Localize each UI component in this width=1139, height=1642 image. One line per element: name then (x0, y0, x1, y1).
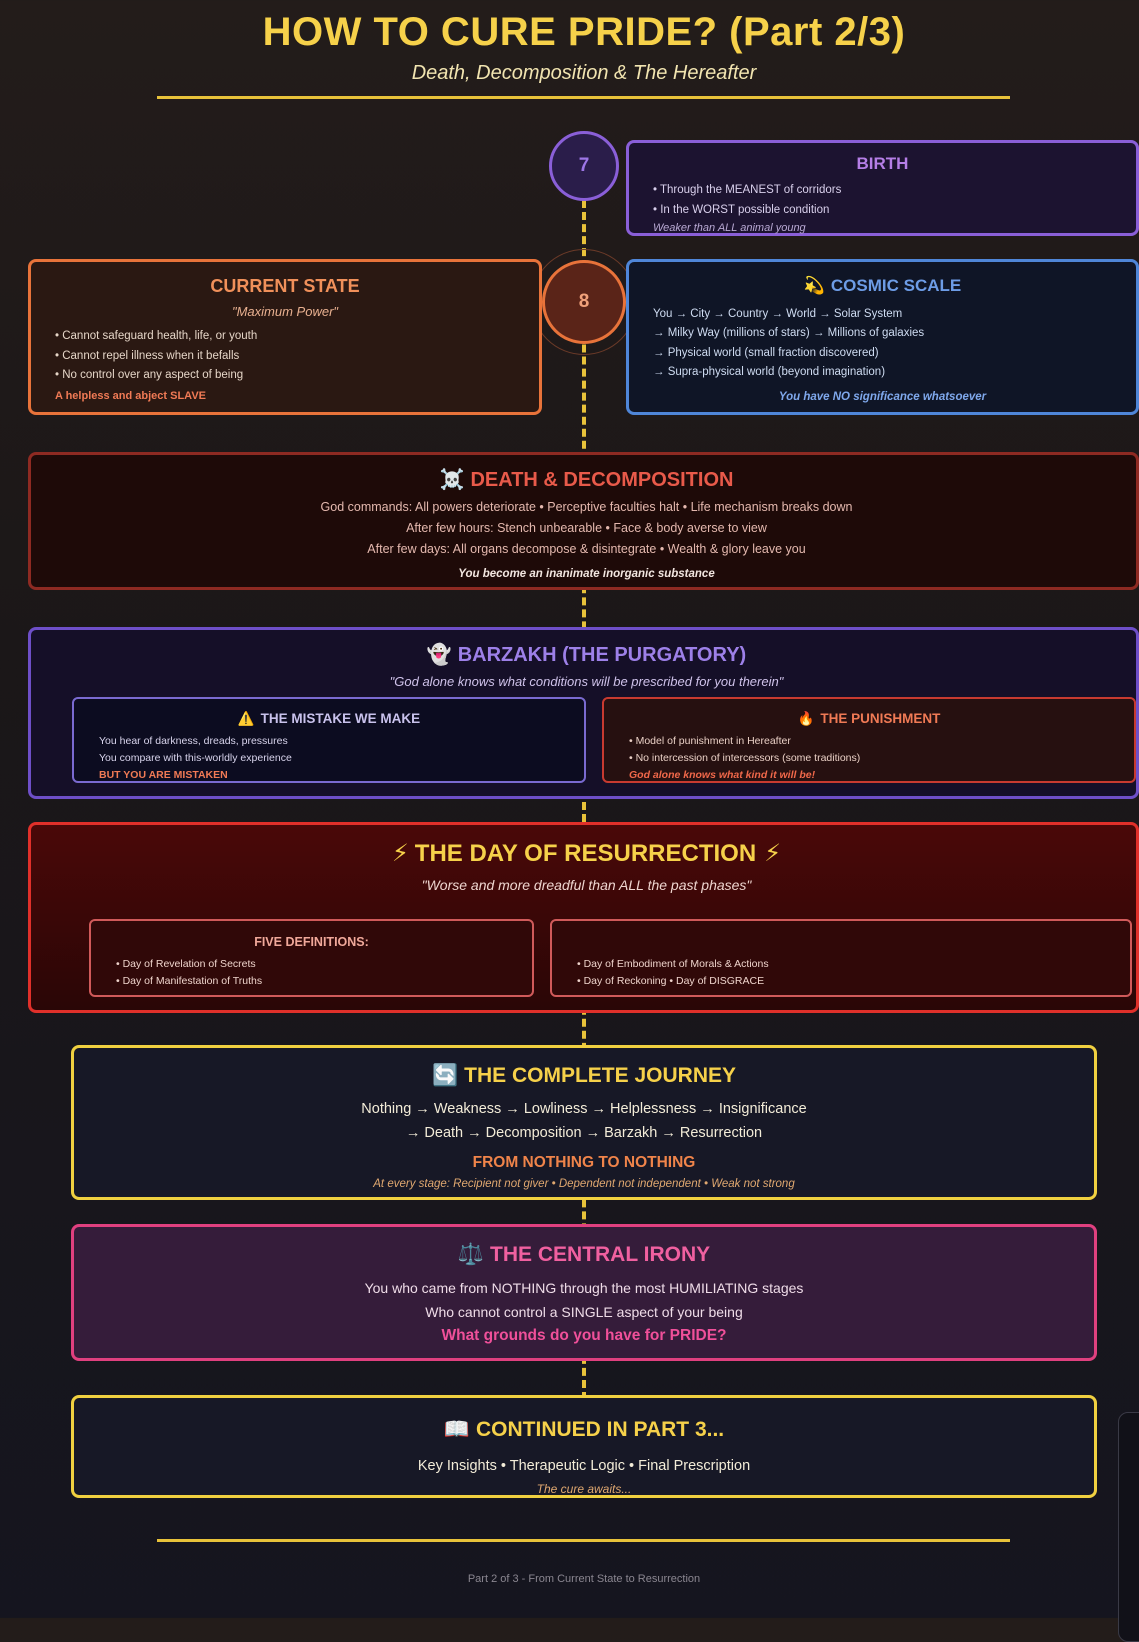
barzakh-header: 👻 BARZAKH (THE PURGATORY) (31, 642, 1139, 667)
resurrection-title: THE DAY OF RESURRECTION (414, 840, 757, 867)
death-line-2: After few hours: Stench unbearable • Fac… (406, 521, 767, 535)
journey-line-2: → Death → Decomposition → Barzakh → Resu… (405, 1125, 763, 1141)
death-title: DEATH & DECOMPOSITION (470, 469, 734, 491)
irony-card: ⚖️ THE CENTRAL IRONY You who came from NO… (71, 1224, 1097, 1361)
punishment-item-1: • Model of punishment in Hereafter (629, 735, 791, 747)
continued-header: 📖 CONTINUED IN PART 3... (74, 1418, 1094, 1442)
definitions-title: FIVE DEFINITIONS: (254, 935, 369, 949)
resurrection-quote: "Worse and more dreadful than ALL the pa… (421, 877, 752, 893)
cosmic-scale-title: COSMIC SCALE (830, 276, 962, 295)
current-state-item-3: • No control over any aspect of being (55, 369, 244, 381)
skull-icon: ☠️ (439, 469, 465, 491)
definition-item-3: • Day of Embodiment of Morals & Actions (577, 958, 769, 970)
fire-icon: 🔥 (797, 711, 815, 726)
mistake-item-2: You compare with this-worldly experience (99, 752, 292, 764)
lightning-icon: ⚡ (391, 840, 409, 867)
footer-text: Part 2 of 3 - From Current State to Resu… (467, 1573, 701, 1585)
step-7-circle: 7 (549, 131, 619, 201)
resurrection-header: ⚡ THE DAY OF RESURRECTION ⚡ (31, 839, 1139, 868)
cosmic-scale-header: 💫 COSMIC SCALE (629, 276, 1136, 296)
irony-header: ⚖️ THE CENTRAL IRONY (74, 1243, 1094, 1267)
resurrection-card: ⚡ THE DAY OF RESURRECTION ⚡ "Worse and mor… (28, 822, 1139, 1013)
cycle-icon: 🔄 (431, 1064, 459, 1087)
death-line-1: God commands: All powers deteriorate • P… (320, 500, 853, 514)
current-state-note: A helpless and abject SLAVE (55, 390, 206, 402)
current-state-subtitle: "Maximum Power" (231, 304, 339, 319)
punishment-note: God alone knows what kind it will be! (629, 769, 816, 781)
barzakh-title: BARZAKH (THE PURGATORY) (457, 644, 747, 666)
birth-item-1: • Through the MEANEST of corridors (653, 184, 842, 196)
punishment-item-2: • No intercession of intercessors (some … (629, 752, 861, 764)
definitions-left-card: FIVE DEFINITIONS: • Day of Revelation of… (89, 919, 534, 997)
journey-highlight: FROM NOTHING TO NOTHING (472, 1154, 696, 1171)
cosmic-scale-card: 💫 COSMIC SCALE You → City → Country → Wor… (626, 259, 1139, 415)
current-state-card: CURRENT STATE "Maximum Power" • Cannot s… (28, 259, 542, 415)
mistake-note: BUT YOU ARE MISTAKEN (99, 769, 228, 781)
irony-line-2: Who cannot control a SINGLE aspect of yo… (425, 1304, 743, 1320)
cosmic-item-3: → Physical world (small fraction discove… (653, 347, 879, 359)
death-line-3: After few days: All organs decompose & d… (367, 542, 806, 556)
birth-title: BIRTH (856, 154, 909, 173)
current-state-item-2: • Cannot repel illness when it befalls (55, 350, 240, 362)
barzakh-card: 👻 BARZAKH (THE PURGATORY) "God alone know… (28, 627, 1139, 799)
mistake-title: THE MISTAKE WE MAKE (260, 711, 421, 726)
step-8-circle: 8 (542, 260, 626, 344)
birth-item-2: • In the WORST possible condition (653, 204, 830, 216)
mistake-item-1: You hear of darkness, dreads, pressures (99, 735, 288, 747)
death-note: You become an inanimate inorganic substa… (458, 568, 715, 580)
journey-title: THE COMPLETE JOURNEY (464, 1064, 737, 1087)
journey-card: 🔄 THE COMPLETE JOURNEY Nothing → Weakness… (71, 1045, 1097, 1200)
dizzy-icon: 💫 (803, 276, 825, 295)
cosmic-item-1: You → City → Country → World → Solar Sys… (653, 308, 903, 320)
journey-note: At every stage: Recipient not giver • De… (373, 1178, 795, 1190)
mistake-header: ⚠️ THE MISTAKE WE MAKE (74, 711, 584, 727)
lightning-icon: ⚡ (764, 840, 782, 867)
irony-question: What grounds do you have for PRIDE? (441, 1327, 727, 1344)
punishment-header: 🔥 THE PUNISHMENT (604, 711, 1134, 727)
death-card: ☠️ DEATH & DECOMPOSITION God commands: Al… (28, 452, 1139, 590)
punishment-title: THE PUNISHMENT (820, 711, 941, 726)
definition-item-1: • Day of Revelation of Secrets (116, 958, 256, 970)
journey-header: 🔄 THE COMPLETE JOURNEY (74, 1064, 1094, 1088)
definition-item-4: • Day of Reckoning • Day of DISGRACE (577, 975, 765, 987)
irony-title: THE CENTRAL IRONY (490, 1243, 711, 1266)
footer-divider (157, 1539, 1010, 1542)
page-subtitle: Death, Decomposition & The Hereafter (411, 62, 757, 84)
page-title: HOW TO CURE PRIDE? (Part 2/3) (262, 10, 906, 54)
current-state-title: CURRENT STATE (210, 276, 360, 296)
cosmic-item-4: → Supra-physical world (beyond imaginati… (653, 366, 886, 378)
irony-line-1: You who came from NOTHING through the mo… (364, 1280, 804, 1296)
current-state-item-1: • Cannot safeguard health, life, or yout… (55, 330, 258, 342)
punishment-card: 🔥 THE PUNISHMENT • Model of punishment in… (602, 697, 1136, 783)
birth-note: Weaker than ALL animal young (653, 222, 806, 234)
birth-card: BIRTH • Through the MEANEST of corridors… (626, 140, 1139, 236)
barzakh-quote: "God alone knows what conditions will be… (389, 674, 784, 689)
side-panel-edge (1118, 1412, 1139, 1642)
open-book-icon: 📖 (443, 1418, 471, 1441)
cosmic-note: You have NO significance whatsoever (778, 391, 987, 403)
step-7-number: 7 (578, 155, 590, 176)
step-8-number: 8 (578, 291, 590, 312)
continued-title: CONTINUED IN PART 3... (476, 1418, 725, 1441)
definition-item-2: • Day of Manifestation of Truths (116, 975, 263, 987)
continued-line: Key Insights • Therapeutic Logic • Final… (417, 1458, 751, 1474)
warning-icon: ⚠️ (237, 711, 255, 726)
cosmic-item-2: → Milky Way (millions of stars) → Millio… (653, 327, 925, 339)
continued-card: 📖 CONTINUED IN PART 3... Key Insights • T… (71, 1395, 1097, 1498)
timeline-spine (582, 200, 586, 1400)
header-divider (157, 96, 1010, 99)
continued-note: The cure awaits... (536, 1482, 632, 1496)
mistake-card: ⚠️ THE MISTAKE WE MAKE You hear of darkne… (72, 697, 586, 783)
ghost-icon: 👻 (426, 644, 452, 666)
journey-line-1: Nothing → Weakness → Lowliness → Helples… (361, 1101, 807, 1117)
definitions-right-card: • Day of Embodiment of Morals & Actions … (550, 919, 1132, 997)
death-header: ☠️ DEATH & DECOMPOSITION (31, 467, 1139, 492)
scales-icon: ⚖️ (457, 1243, 485, 1266)
